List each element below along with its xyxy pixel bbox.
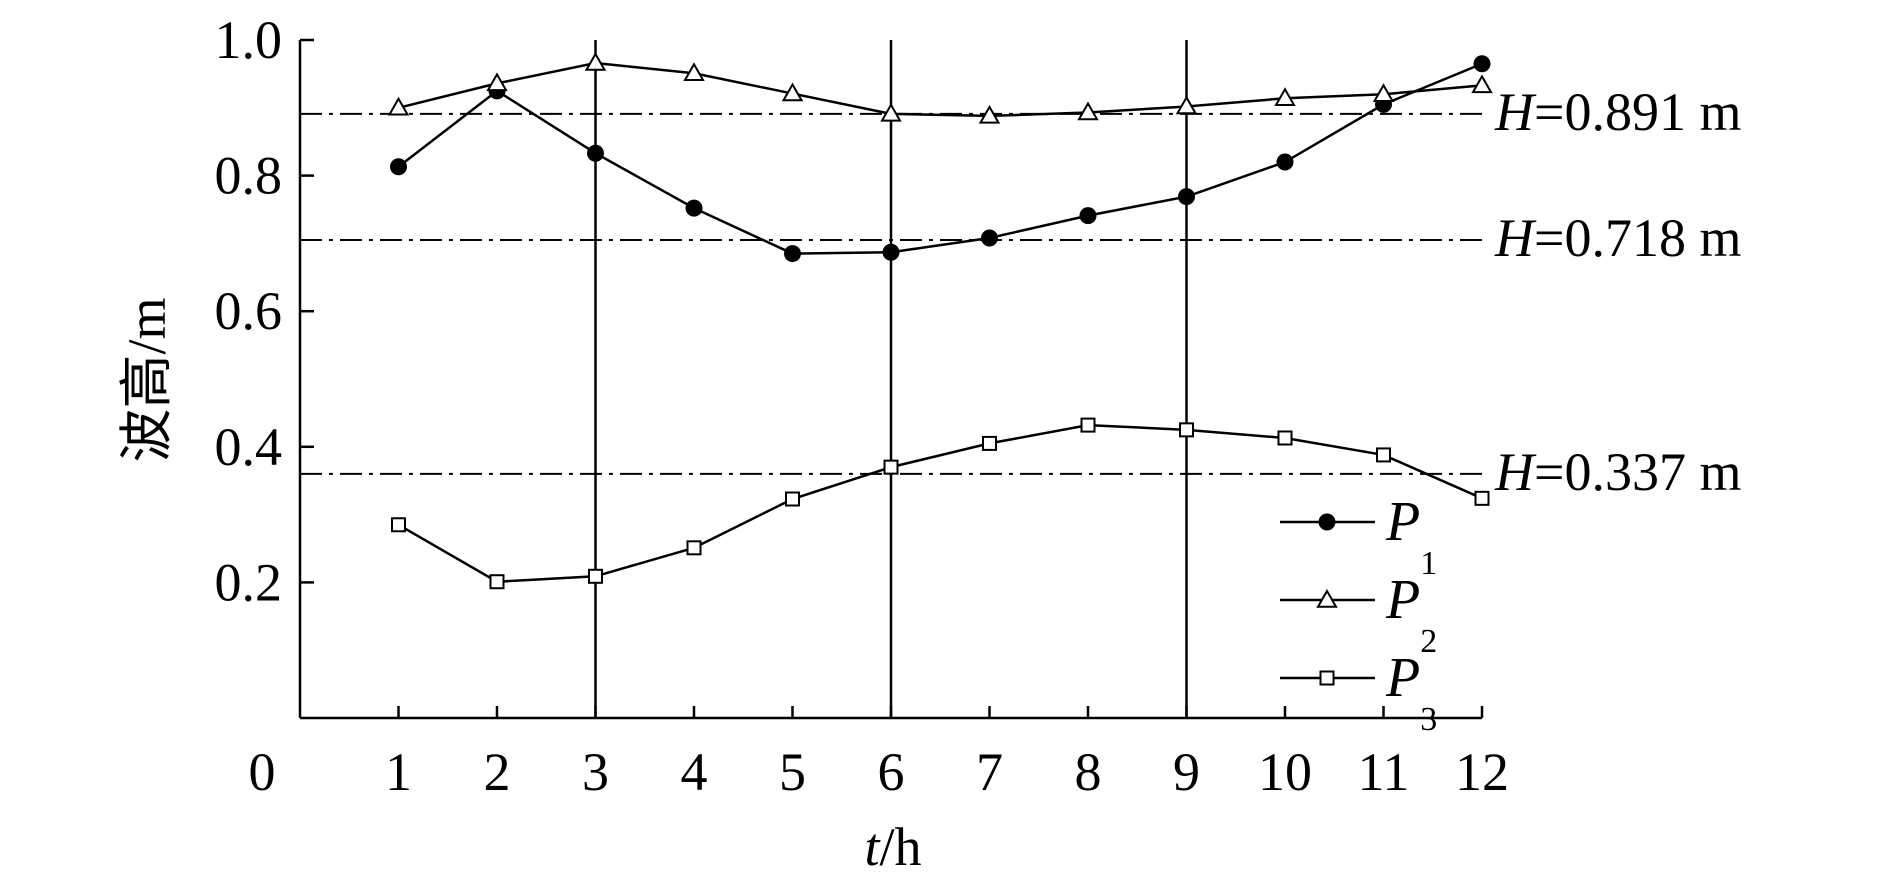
reference-labels: H=0.891 m H=0.718 m H=0.337 m <box>1494 82 1741 502</box>
reference-line-label: H=0.337 m <box>1494 442 1741 502</box>
series-lines <box>397 61 1483 583</box>
vertical-lines <box>594 40 1188 718</box>
series-line-p3 <box>397 423 1483 583</box>
data-point-p3 <box>1474 490 1490 506</box>
data-point-p3 <box>1179 422 1194 438</box>
data-point-p1 <box>1079 207 1097 225</box>
series-line-p2 <box>398 61 1483 118</box>
data-point-p3 <box>1080 417 1096 433</box>
data-point-p2 <box>683 62 705 81</box>
x-tick-label: 5 <box>779 742 806 802</box>
data-point-p1 <box>1276 153 1294 171</box>
data-point-p3 <box>982 435 997 451</box>
axes: 0.20.40.60.81.01 2 3 4 5 6 7 8 9 10 11 120 <box>215 10 1510 802</box>
y-tick-label: 0.6 <box>215 281 283 341</box>
x-tick-label: 11 <box>1358 742 1410 802</box>
x-tick-label: 2 <box>484 742 511 802</box>
series-markers <box>387 52 1493 590</box>
y-tick-label: 0.2 <box>215 552 283 612</box>
data-point-p3 <box>686 540 702 556</box>
series-line-p1 <box>397 62 1483 255</box>
data-point-p1 <box>882 243 900 261</box>
x-axis-label: t/h <box>864 817 921 877</box>
y-tick-label: 1.0 <box>215 10 283 70</box>
data-point-p1 <box>1473 55 1491 73</box>
axis-labels: t/h 波高/m <box>117 297 922 877</box>
data-point-p2 <box>1471 74 1493 94</box>
data-point-p2 <box>1077 101 1099 121</box>
y-axis-label: 波高/m <box>117 297 177 462</box>
data-point-p2 <box>387 96 410 116</box>
legend-entry: P3 <box>1385 647 1437 738</box>
data-point-p2 <box>486 72 508 92</box>
legend-swatch-marker <box>1318 513 1336 531</box>
x-tick-label: 9 <box>1173 742 1200 802</box>
data-point-p2 <box>781 82 804 102</box>
data-point-p1 <box>1178 188 1195 206</box>
data-point-p2 <box>880 102 902 122</box>
data-point-p3 <box>1376 447 1391 463</box>
data-point-p3 <box>1277 430 1293 446</box>
data-point-p2 <box>1372 83 1395 102</box>
y-tick-label: 0.4 <box>215 417 283 477</box>
data-point-p2 <box>1175 95 1198 115</box>
origin-label: 0 <box>249 742 276 802</box>
data-point-p1 <box>981 229 998 247</box>
y-tick-label: 0.8 <box>215 146 283 206</box>
legend-entry: P2 <box>1385 569 1437 660</box>
data-point-p3 <box>785 491 800 507</box>
legend-entry: P1 <box>1385 491 1437 582</box>
x-tick-label: 1 <box>385 742 412 802</box>
x-tick-label: 7 <box>976 742 1003 802</box>
data-point-p2 <box>1274 87 1296 107</box>
data-point-p1 <box>587 144 604 162</box>
reference-line-label: H=0.891 m <box>1494 82 1741 142</box>
x-tick-label: 12 <box>1455 742 1509 802</box>
data-point-p3 <box>391 517 406 533</box>
x-tick-label: 10 <box>1258 742 1312 802</box>
x-tick-label: 4 <box>681 742 708 802</box>
reference-line-label: H=0.718 m <box>1494 208 1741 268</box>
data-point-p1 <box>685 199 703 217</box>
data-point-p1 <box>784 245 801 263</box>
x-tick-label: 6 <box>878 742 905 802</box>
data-point-p3 <box>489 574 505 590</box>
x-tick-label: 3 <box>582 742 609 802</box>
data-point-p2 <box>584 52 607 71</box>
data-point-p1 <box>390 158 407 176</box>
data-point-p2 <box>978 104 1001 124</box>
legend-swatch-marker <box>1319 670 1335 686</box>
x-tick-label: 8 <box>1075 742 1102 802</box>
data-point-p3 <box>588 568 603 584</box>
data-point-p3 <box>883 459 899 475</box>
legend-swatch-marker <box>1316 588 1338 608</box>
